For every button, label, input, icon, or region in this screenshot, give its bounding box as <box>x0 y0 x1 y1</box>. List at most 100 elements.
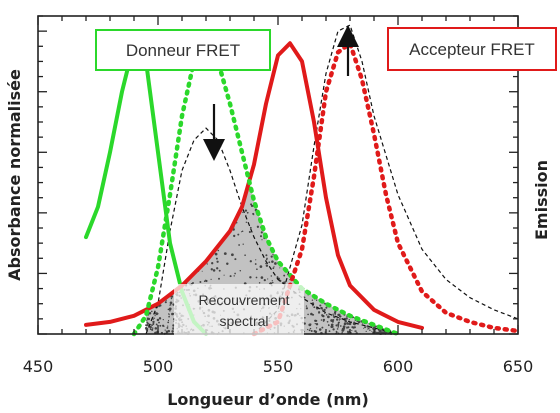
x-tick-labels: 450 500 550 600 650 <box>23 357 534 376</box>
overlap-stipple-dot <box>256 268 258 271</box>
overlap-stipple-dot <box>365 330 367 333</box>
overlap-stipple-dot <box>260 276 264 279</box>
overlap-stipple-dot <box>159 304 162 307</box>
overlap-stipple-dot <box>242 243 244 245</box>
overlap-stipple-dot <box>309 323 312 326</box>
overlap-stipple-dot <box>335 324 338 327</box>
overlap-stipple-dot <box>313 306 316 309</box>
overlap-stipple-dot <box>172 326 174 329</box>
overlap-stipple-dot <box>348 322 352 326</box>
overlap-stipple-dot <box>346 327 348 329</box>
overlap-stipple-dot <box>166 326 169 329</box>
donor-emission-curve <box>131 41 401 337</box>
overlap-stipple-dot <box>327 324 330 327</box>
overlap-stipple-dot <box>238 244 240 246</box>
overlap-stipple-dot <box>272 281 274 284</box>
overlap-stipple-dot <box>339 325 342 327</box>
overlap-stipple-dot <box>328 330 331 333</box>
overlap-stipple-dot <box>346 330 349 333</box>
overlap-stipple-dot <box>255 259 257 261</box>
overlap-stipple-dot <box>270 255 273 258</box>
overlap-stipple-dot <box>353 321 356 324</box>
overlap-stipple-dot <box>321 314 324 317</box>
overlap-stipple-dot <box>336 328 339 330</box>
overlap-stipple-dot <box>318 328 322 331</box>
overlap-stipple-dot <box>216 260 219 263</box>
overlap-stipple-dot <box>315 319 318 322</box>
overlap-stipple-dot <box>341 327 345 331</box>
overlap-stipple-dot <box>259 265 263 268</box>
overlap-stipple-dot <box>234 258 237 261</box>
x-axis-title: Longueur d’onde (nm) <box>167 390 369 409</box>
overlap-stipple-dot <box>353 326 356 328</box>
overlap-stipple-dot <box>214 252 218 256</box>
overlap-stipple-dot <box>150 324 152 326</box>
overlap-stipple-dot <box>305 307 308 310</box>
overlap-stipple-dot <box>239 270 242 272</box>
overlap-stipple-dot <box>337 323 340 326</box>
acceptor-absorbance-curve <box>84 41 424 330</box>
overlap-stipple-dot <box>249 226 252 229</box>
overlap-stipple-dot <box>217 249 220 252</box>
overlap-stipple-dot <box>210 268 213 271</box>
overlap-stipple-dot <box>172 327 175 330</box>
overlap-stipple-dot <box>240 231 243 233</box>
overlap-stipple-dot <box>355 330 357 332</box>
overlap-stipple-dot <box>276 276 279 279</box>
overlap-stipple-dot <box>162 319 164 321</box>
overlap-stipple-dot <box>325 314 328 316</box>
overlap-stipple-dot <box>167 325 169 327</box>
overlap-stipple-dot <box>336 318 339 321</box>
overlap-stipple-dot <box>347 323 349 325</box>
overlap-stipple-dot <box>351 330 353 332</box>
overlap-stipple-dot <box>215 257 218 260</box>
overlap-stipple-dot <box>234 272 236 275</box>
overlap-stipple-dot <box>283 274 286 277</box>
overlap-stipple-dot <box>381 331 385 334</box>
overlap-stipple-dot <box>244 254 246 256</box>
overlap-stipple-dot <box>171 312 174 316</box>
overlap-stipple-dot <box>353 316 355 319</box>
overlap-stipple-dot <box>199 281 202 283</box>
overlap-stipple-dot <box>246 211 249 214</box>
overlap-stipple-dot <box>366 328 369 330</box>
overlap-stipple-dot <box>203 280 206 282</box>
overlap-stipple-dot <box>335 330 338 333</box>
overlap-stipple-dot <box>169 301 173 305</box>
overlap-stipple-dot <box>256 225 260 228</box>
overlap-stipple-dot <box>364 326 367 329</box>
overlap-stipple-dot <box>270 275 273 277</box>
overlap-stipple-dot <box>310 312 313 316</box>
overlap-stipple-dot <box>254 263 257 265</box>
overlap-stipple-dot <box>321 326 324 329</box>
overlap-stipple-dot <box>201 270 203 272</box>
overlap-stipple-dot <box>151 310 153 313</box>
overlap-stipple-dot <box>162 324 165 327</box>
overlap-stipple-dot <box>343 322 347 326</box>
overlap-stipple-dot <box>152 318 155 320</box>
overlap-stipple-dot <box>268 261 271 264</box>
overlap-stipple-dot <box>151 327 154 329</box>
overlap-stipple-dot <box>249 276 252 279</box>
overlap-stipple-dot <box>158 305 160 308</box>
legend-acceptor-label: Accepteur FRET <box>409 40 535 59</box>
overlap-stipple-dot <box>218 269 221 272</box>
overlap-stipple-dot <box>255 276 258 279</box>
overlap-stipple-dot <box>223 252 227 255</box>
overlap-stipple-dot <box>154 315 156 317</box>
overlap-stipple-dot <box>144 326 148 330</box>
overlap-stipple-dot <box>339 317 341 320</box>
legend-donor-box <box>95 29 271 71</box>
acceptor-emission-fret-curve <box>253 24 519 335</box>
overlap-stipple-dot <box>331 320 334 323</box>
overlap-stipple-dot <box>258 282 261 284</box>
overlap-stipple-dot <box>151 328 154 331</box>
overlap-stipple-dot <box>314 322 316 325</box>
overlap-stipple-dot <box>344 322 346 324</box>
overlap-stipple-dot <box>265 264 269 267</box>
overlap-stipple-dot <box>267 278 269 280</box>
overlap-stipple-dot <box>164 329 166 331</box>
acceptor-emission-curve <box>251 41 521 337</box>
y-axis-title-right: Emission <box>532 160 551 240</box>
overlap-stipple-dot <box>345 317 348 320</box>
